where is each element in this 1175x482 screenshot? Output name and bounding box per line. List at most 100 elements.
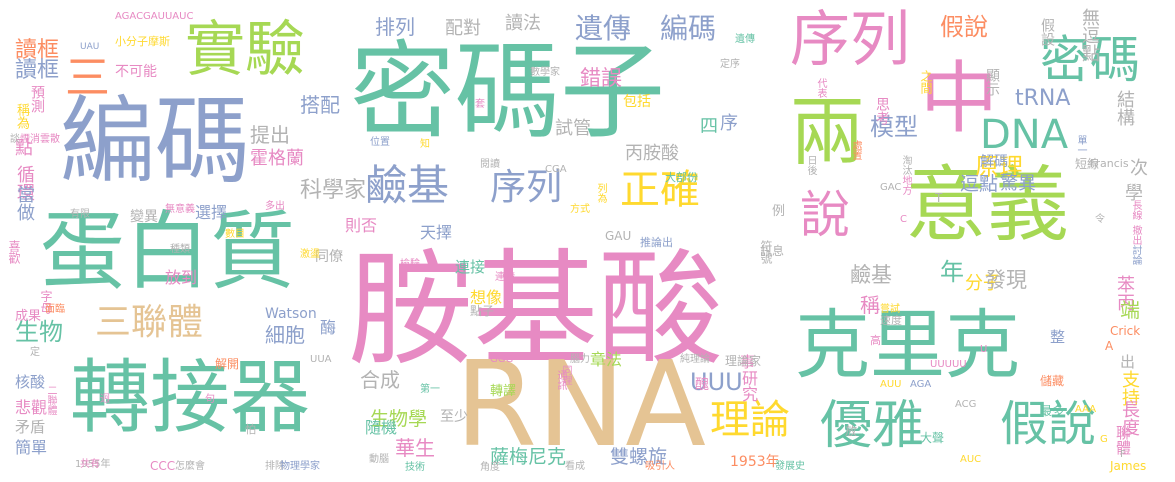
- cloud-word: AGACGAUUAUC: [115, 11, 194, 22]
- cloud-word: 1955年: [75, 459, 111, 470]
- cloud-word: 儲藏: [1040, 374, 1065, 388]
- cloud-word: 生物: [15, 318, 63, 346]
- cloud-word: UUA: [310, 354, 332, 365]
- cloud-word: 純理論: [680, 354, 710, 365]
- cloud-word: 共有: [80, 459, 100, 470]
- cloud-word: 核酸: [15, 373, 46, 391]
- cloud-word: 面臨: [45, 304, 65, 315]
- cloud-word: 鹼基: [365, 161, 450, 210]
- cloud-word: 隨機: [365, 418, 398, 437]
- cloud-word: 定序: [720, 59, 740, 70]
- cloud-word: 大部份: [665, 171, 698, 184]
- cloud-word: 苯丙: [1114, 275, 1135, 311]
- cloud-word: 通訊: [555, 370, 566, 390]
- cloud-word: 撤出: [1130, 225, 1141, 245]
- cloud-word: 字母: [39, 290, 53, 314]
- cloud-word: 腦力: [570, 354, 590, 365]
- cloud-word: 試管: [555, 118, 591, 139]
- cloud-word: 檢驗: [400, 259, 420, 270]
- cloud-word: 吸引人: [645, 461, 675, 472]
- cloud-word: 次: [1130, 158, 1148, 179]
- cloud-word: 華生: [395, 436, 435, 460]
- cloud-word: 無意義: [165, 204, 195, 215]
- cloud-word: 包括: [623, 94, 651, 110]
- cloud-word: 密碼子: [350, 31, 666, 153]
- cloud-word: RNA: [455, 335, 706, 473]
- cloud-word: 數目: [225, 229, 245, 240]
- cloud-word: 迥: [100, 394, 110, 405]
- cloud-word: 第一: [420, 384, 440, 395]
- cloud-word: 技術: [405, 462, 425, 473]
- cloud-word: AUC: [960, 454, 982, 465]
- cloud-word: 三聯體: [95, 302, 204, 343]
- cloud-word: 至少: [440, 409, 468, 425]
- cloud-word: 數學家: [530, 67, 560, 78]
- cloud-word: 排除: [265, 461, 285, 472]
- cloud-word: 看成: [565, 461, 585, 472]
- cloud-word: 長度: [1119, 400, 1140, 436]
- cloud-word: 讀框: [15, 58, 60, 83]
- cloud-word: 正確: [620, 167, 700, 213]
- cloud-word: 薩梅尼克: [490, 446, 567, 468]
- cloud-word: 鹼基: [850, 263, 892, 287]
- cloud-word: 四: [700, 116, 718, 137]
- cloud-word: Crick: [1110, 324, 1141, 338]
- cloud-word: 理論: [710, 397, 790, 443]
- cloud-word: 套: [475, 99, 485, 110]
- cloud-word: DNA: [980, 112, 1069, 158]
- cloud-word: 閱讀: [480, 159, 500, 170]
- cloud-word: 同理: [560, 365, 571, 385]
- cloud-word: T: [935, 191, 943, 205]
- cloud-word: 三: [65, 51, 111, 104]
- cloud-word: 放到: [165, 268, 198, 287]
- cloud-word: 序: [720, 113, 738, 134]
- cloud-word: 無逗點: [1079, 8, 1100, 62]
- cloud-word: 遺傳: [735, 34, 755, 45]
- cloud-word: James: [1110, 459, 1147, 473]
- cloud-word: UUUUU: [930, 359, 967, 370]
- cloud-word: 嘗試: [880, 304, 900, 315]
- cloud-word: 循環: [14, 165, 35, 201]
- cloud-word: 同僚: [315, 249, 343, 265]
- cloud-word: 連接: [455, 258, 486, 276]
- cloud-word: 稱: [860, 293, 880, 317]
- cloud-word: 醜: [695, 377, 709, 393]
- cloud-word: 喜歡: [7, 240, 21, 264]
- cloud-word: 稱為: [14, 103, 29, 129]
- cloud-word: 物理學家: [280, 461, 320, 472]
- cloud-word: 最多: [1040, 404, 1065, 418]
- cloud-word: 模型: [870, 113, 918, 141]
- cloud-word: AGA: [910, 379, 932, 390]
- cloud-word: 搭配: [300, 93, 340, 117]
- cloud-word: 解開: [215, 357, 240, 371]
- cloud-word: 顯示: [984, 68, 1000, 96]
- cloud-word: 多出: [265, 201, 285, 212]
- cloud-word: 解碼: [980, 154, 1008, 170]
- cloud-word: 放: [845, 424, 858, 438]
- cloud-word: 矛盾: [15, 418, 46, 436]
- cloud-word: 知: [420, 139, 430, 150]
- cloud-word: 日後: [805, 155, 816, 175]
- cloud-word: Watson: [265, 306, 317, 322]
- cloud-word: 長線: [1130, 200, 1141, 220]
- cloud-word: Francis: [1090, 157, 1129, 170]
- cloud-word: 假設: [1039, 18, 1055, 46]
- cloud-word: 選擇: [195, 203, 228, 222]
- cloud-word: 角度: [480, 462, 500, 473]
- cloud-word: 密碼: [1040, 31, 1140, 89]
- cloud-word: 端: [1120, 298, 1140, 322]
- cloud-word: 例: [772, 204, 786, 219]
- cloud-word: 談: [10, 134, 20, 145]
- cloud-word: 大聲: [920, 431, 945, 445]
- cloud-word: 意義: [905, 158, 1070, 253]
- cloud-word: 章法: [590, 350, 623, 369]
- cloud-word: GAU: [605, 229, 632, 243]
- cloud-word: 發現: [985, 268, 1027, 292]
- cloud-word: 點子: [470, 304, 495, 318]
- cloud-word: 酶: [320, 318, 337, 337]
- cloud-word: 當做: [14, 185, 35, 221]
- cloud-word: 動腦: [369, 454, 389, 465]
- cloud-word: 生物學: [370, 408, 428, 430]
- cloud-word: UUU: [690, 368, 743, 396]
- cloud-word: 天擇: [420, 223, 453, 242]
